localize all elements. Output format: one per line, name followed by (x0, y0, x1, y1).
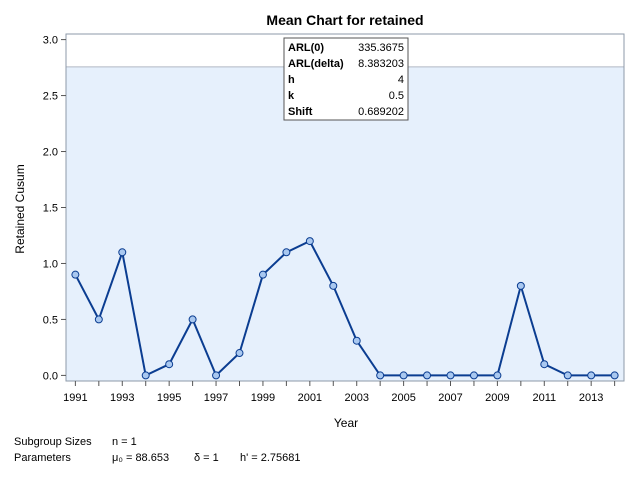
x-tick-label: 2007 (438, 392, 462, 404)
data-point (329, 281, 338, 290)
x-tick-label: 1995 (157, 392, 181, 404)
y-tick-label: 1.5 (43, 203, 58, 215)
data-point (352, 336, 361, 345)
y-tick-label: 1.0 (43, 258, 58, 270)
x-tick-label: 1997 (204, 392, 228, 404)
inset-row-value: 0.689202 (358, 106, 404, 118)
inset-row-value: 0.5 (389, 90, 404, 102)
inset-table (283, 37, 409, 121)
y-tick-label: 2.0 (43, 147, 58, 159)
data-point (258, 270, 267, 279)
subgroup-value: n = 1 (112, 436, 137, 448)
plot-area: 0.0 0.5 1.0 1.5 2.0 2.5 3.0 1991 1993 1995 1997 199… (43, 33, 625, 404)
data-point (212, 371, 221, 380)
inset-row-label: h (288, 74, 295, 86)
param-mu: μ₀ = 88.653 (112, 452, 170, 464)
inset-row-label: Shift (288, 106, 313, 118)
data-point (141, 371, 150, 380)
data-point (165, 360, 174, 369)
x-tick-label: 1999 (251, 392, 275, 404)
data-point (493, 371, 502, 380)
inset-row-label: k (288, 90, 295, 102)
x-tick-label: 2005 (391, 392, 415, 404)
x-tick-label: 2001 (298, 392, 322, 404)
data-point (399, 371, 408, 380)
data-point (516, 281, 525, 290)
x-tick-label: 1991 (63, 392, 87, 404)
y-tick-label: 0.0 (43, 370, 58, 382)
series-line (74, 239, 615, 378)
x-tick-label: 2009 (485, 392, 509, 404)
data-point (305, 237, 314, 246)
parameters-label: Parameters (14, 452, 71, 464)
data-point (118, 248, 127, 257)
inset-row-value: 8.383203 (358, 58, 404, 70)
y-axis-label: Retained Cusum (13, 164, 27, 253)
inset-row-value: 4 (398, 74, 404, 86)
data-point (446, 371, 455, 380)
data-point (188, 315, 197, 324)
y-tick-label: 2.5 (43, 91, 58, 103)
inset-row-label: ARL(0) (288, 42, 324, 54)
chart-title: Mean Chart for retained (266, 12, 423, 28)
data-point (540, 360, 549, 369)
data-point (71, 270, 80, 279)
data-point (469, 371, 478, 380)
x-tick-label: 1993 (110, 392, 134, 404)
data-point (376, 371, 385, 380)
param-delta: δ = 1 (194, 452, 219, 464)
inset-row-value: 335.3675 (358, 42, 404, 54)
inset-row-label: ARL(delta) (288, 58, 344, 70)
data-point (282, 248, 291, 257)
data-point (235, 349, 244, 358)
data-point (423, 371, 432, 380)
subgroup-label: Subgroup Sizes (14, 436, 92, 448)
data-point (587, 371, 596, 380)
data-point (563, 371, 572, 380)
y-tick-label: 3.0 (43, 35, 58, 47)
y-tick-label: 0.5 (43, 314, 58, 326)
x-tick-label: 2003 (344, 392, 368, 404)
x-axis-label: Year (334, 416, 358, 430)
x-tick-label: 2013 (579, 392, 603, 404)
data-point (94, 315, 103, 324)
data-point (610, 371, 619, 380)
param-h-prime: h' = 2.75681 (240, 452, 301, 464)
x-tick-label: 2011 (532, 392, 556, 404)
